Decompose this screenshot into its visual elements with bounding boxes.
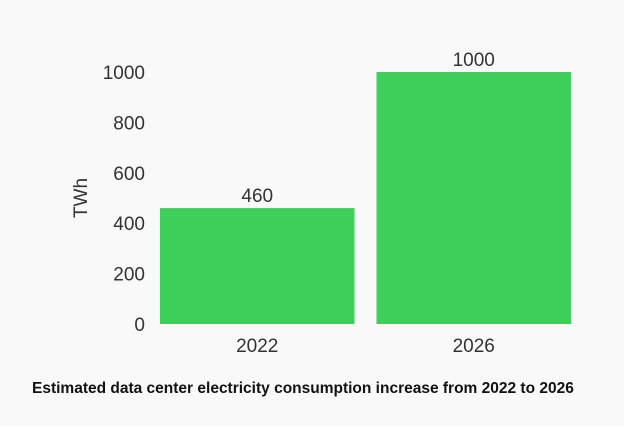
x-tick-label-2026: 2026 [453, 336, 495, 357]
y-tick-label: 400 [113, 214, 145, 235]
chart-title: Estimated data center electricity consum… [32, 380, 574, 397]
x-axis-ticks: 2022 2026 [236, 336, 495, 357]
bar-2026 [376, 72, 571, 324]
y-tick-label: 600 [113, 164, 145, 185]
y-tick-label: 0 [134, 315, 145, 336]
bars [160, 72, 571, 324]
y-tick-label: 800 [113, 113, 145, 134]
bar-2022 [160, 208, 355, 324]
data-label-2022: 460 [241, 186, 273, 207]
data-labels: 460 1000 [241, 50, 494, 207]
data-label-2026: 1000 [453, 50, 495, 71]
y-axis-ticks: 0 200 400 600 800 1000 [103, 63, 145, 336]
y-axis-title: TWh [71, 178, 92, 218]
chart-svg: 0 200 400 600 800 1000 460 1000 2022 2026 TWh [71, 50, 571, 357]
x-tick-label-2022: 2022 [236, 336, 278, 357]
y-tick-label: 1000 [103, 63, 145, 84]
bar-chart: 0 200 400 600 800 1000 460 1000 2022 2026 TWh [71, 50, 571, 357]
y-tick-label: 200 [113, 265, 145, 286]
